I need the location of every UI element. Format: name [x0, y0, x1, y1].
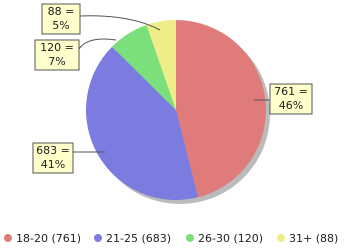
- legend: 18-20 (761) 21-25 (683) 26-30 (120) 31+ (88…: [4, 232, 338, 245]
- legend-swatch: [4, 234, 12, 242]
- data-label: 41%: [41, 158, 65, 171]
- label-box: [32, 142, 74, 174]
- leader-line: [78, 38, 117, 50]
- legend-swatch: [277, 234, 285, 242]
- legend-label: 21-25 (683): [106, 232, 171, 245]
- data-label: 5%: [52, 19, 69, 32]
- legend-label: 18-20 (761): [16, 232, 81, 245]
- legend-swatch: [186, 234, 194, 242]
- legend-label: 26-30 (120): [198, 232, 263, 245]
- data-label: 46%: [279, 99, 303, 112]
- data-label: 761 =: [274, 85, 308, 98]
- legend-label: 31+ (88): [289, 232, 338, 245]
- legend-swatch: [94, 234, 102, 242]
- data-labels: 761 =46% 683 =41% 120 =7% 88 =5%: [32, 3, 313, 174]
- data-label: 683 =: [36, 144, 70, 157]
- data-label: 7%: [48, 55, 65, 68]
- pie-slice: [146, 20, 176, 110]
- pie-slice: [86, 46, 199, 201]
- label-box: [269, 83, 313, 115]
- pie-slice: [176, 20, 266, 198]
- pie: [86, 20, 266, 201]
- leader-line: [79, 15, 161, 31]
- data-label: 120 =: [40, 41, 74, 54]
- data-label: 88 =: [48, 5, 75, 18]
- pie-slice: [111, 24, 176, 110]
- label-box: [41, 3, 81, 35]
- label-box: [34, 39, 80, 71]
